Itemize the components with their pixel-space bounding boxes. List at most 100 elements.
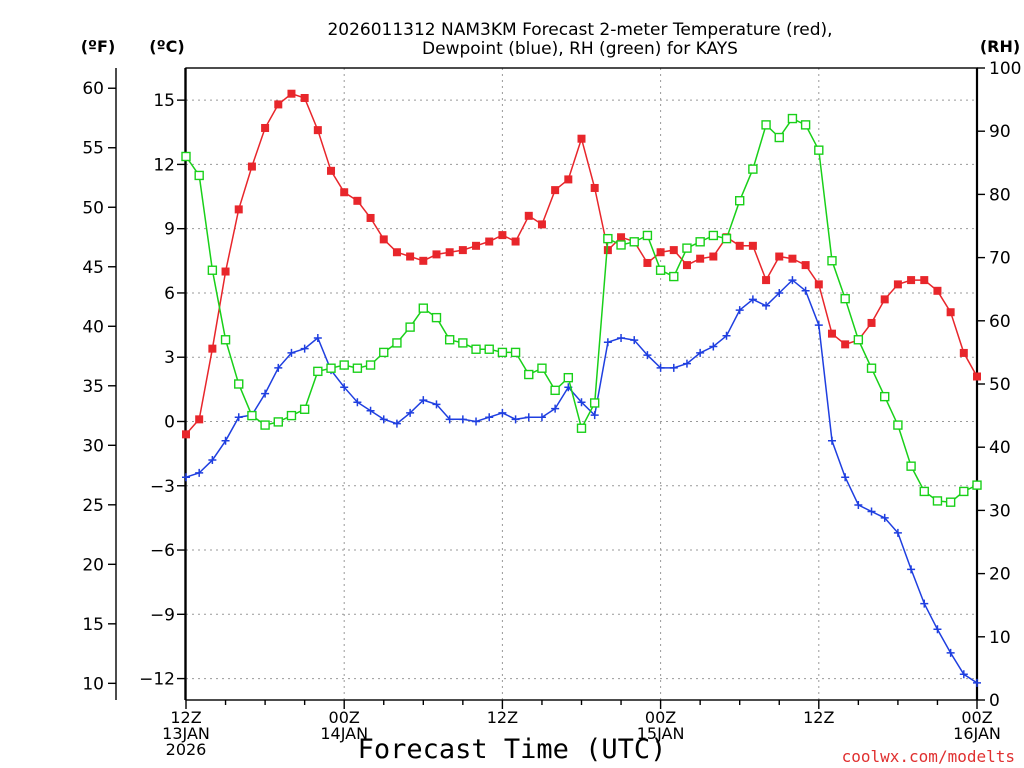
temperature-point bbox=[709, 252, 718, 261]
temperature-point bbox=[208, 344, 217, 353]
rh-point bbox=[444, 335, 455, 345]
rh-point bbox=[893, 420, 903, 430]
rh-point bbox=[537, 363, 547, 373]
rh-point bbox=[365, 360, 376, 370]
dewpoint-point bbox=[340, 383, 349, 392]
dewpoint-point bbox=[669, 363, 678, 372]
temperature-point bbox=[801, 261, 810, 270]
temperature-point bbox=[603, 246, 612, 255]
rh-point bbox=[800, 120, 811, 130]
temperature-point bbox=[353, 196, 362, 205]
temperature-point bbox=[182, 430, 190, 439]
temperature-point bbox=[406, 252, 415, 261]
dewpoint-point bbox=[406, 408, 415, 417]
temperature-point bbox=[617, 233, 626, 242]
dewpoint-point bbox=[366, 406, 375, 415]
temperature-point bbox=[419, 256, 428, 265]
temperature-point bbox=[959, 348, 968, 357]
dewpoint-point bbox=[445, 415, 454, 424]
dewpoint-point bbox=[893, 528, 902, 537]
fahrenheit-axis-label: (ºF) bbox=[81, 37, 116, 56]
fahrenheit-tick-label: 45 bbox=[82, 258, 104, 278]
temperature-point bbox=[775, 252, 784, 261]
fahrenheit-tick-label: 60 bbox=[82, 79, 104, 99]
celsius-tick-label: 3 bbox=[164, 348, 175, 368]
temperature-point bbox=[472, 241, 481, 250]
temperature-point bbox=[445, 248, 454, 257]
dewpoint-point bbox=[208, 456, 217, 465]
temperature-point bbox=[762, 276, 771, 285]
temperature-point bbox=[313, 126, 322, 135]
rh-point bbox=[247, 410, 257, 421]
rh-point bbox=[181, 151, 191, 162]
time-tick-label: 12Z bbox=[487, 708, 518, 727]
temperature-point bbox=[973, 372, 981, 381]
rh-point bbox=[260, 420, 270, 430]
rh-point bbox=[431, 312, 442, 323]
temperature-point bbox=[907, 276, 916, 285]
celsius-tick-label: −6 bbox=[150, 541, 175, 561]
rh-point bbox=[972, 480, 982, 490]
dewpoint-point bbox=[696, 348, 705, 357]
fahrenheit-tick-label: 35 bbox=[82, 377, 104, 397]
rh-point bbox=[458, 338, 468, 348]
rh-point bbox=[194, 170, 204, 181]
rh-point bbox=[840, 293, 850, 304]
dewpoint-point bbox=[313, 333, 322, 342]
rh-point bbox=[866, 363, 877, 373]
temperature-point bbox=[893, 280, 902, 289]
rh-tick-label: 60 bbox=[989, 312, 1011, 332]
temperature-point bbox=[234, 205, 243, 214]
series-layer bbox=[181, 89, 982, 687]
dewpoint-point bbox=[234, 413, 243, 422]
rh-point bbox=[234, 379, 244, 389]
fahrenheit-tick-label: 30 bbox=[82, 436, 104, 456]
time-tick-label: 13JAN bbox=[162, 724, 210, 743]
temperature-point bbox=[537, 220, 546, 229]
temperature-point bbox=[577, 134, 586, 143]
rh-tick-label: 90 bbox=[989, 122, 1011, 142]
rh-tick-label: 0 bbox=[989, 691, 1000, 711]
dewpoint-point bbox=[485, 413, 494, 422]
fahrenheit-tick-label: 20 bbox=[82, 555, 104, 575]
rh-tick-label: 30 bbox=[989, 501, 1011, 521]
temperature-point bbox=[221, 267, 230, 276]
temperature-point bbox=[327, 166, 336, 175]
temperature-point bbox=[340, 188, 349, 197]
temperature-point bbox=[287, 89, 296, 98]
temperature-point bbox=[524, 211, 533, 220]
dewpoint-point bbox=[603, 338, 612, 347]
rh-point bbox=[379, 347, 389, 358]
temperature-point bbox=[551, 186, 560, 195]
rh-point bbox=[959, 486, 969, 497]
temperature-point bbox=[748, 241, 757, 250]
rh-axis-label: (RH) bbox=[980, 37, 1020, 56]
rh-tick-label: 50 bbox=[989, 375, 1011, 395]
time-tick-label: 12Z bbox=[803, 708, 834, 727]
temperature-point bbox=[247, 162, 256, 171]
dewpoint-point bbox=[551, 404, 560, 413]
rh-point bbox=[787, 113, 798, 124]
temperature-point bbox=[867, 318, 876, 327]
rh-point bbox=[313, 366, 323, 377]
temperature-point bbox=[590, 183, 599, 192]
temperature-point bbox=[511, 237, 520, 246]
dewpoint-point bbox=[524, 413, 533, 422]
fahrenheit-tick-label: 10 bbox=[82, 674, 104, 694]
temperature-point bbox=[788, 254, 797, 263]
fahrenheit-tick-label: 40 bbox=[82, 317, 104, 337]
time-tick-label: 14JAN bbox=[320, 724, 368, 743]
temperature-point bbox=[300, 93, 309, 102]
rh-point bbox=[603, 233, 613, 244]
dewpoint-point bbox=[287, 348, 296, 357]
dewpoint-point bbox=[432, 400, 441, 409]
rh-point bbox=[735, 196, 745, 206]
dewpoint-point bbox=[907, 565, 916, 574]
rh-tick-label: 70 bbox=[989, 249, 1011, 269]
dewpoint-point bbox=[274, 363, 283, 372]
celsius-tick-label: −9 bbox=[150, 605, 175, 625]
dewpoint-point bbox=[353, 398, 362, 407]
fahrenheit-tick-label: 50 bbox=[82, 198, 104, 218]
